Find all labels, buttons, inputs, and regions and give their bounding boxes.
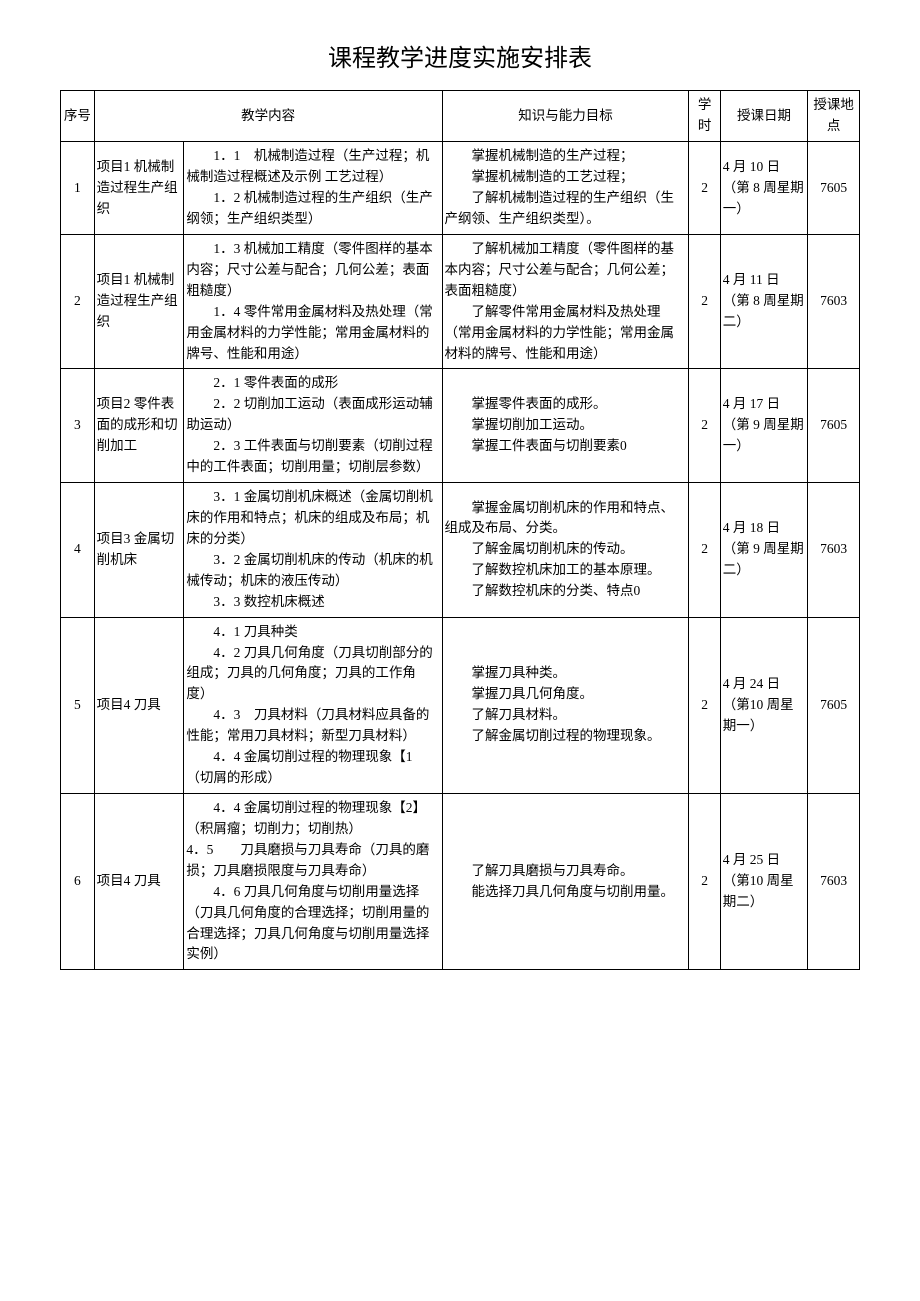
cell-project: 项目1 机械制造过程生产组织 xyxy=(94,234,184,369)
cell-date: 4 月 25 日（第10 周星期二） xyxy=(720,793,808,969)
cell-hours: 2 xyxy=(689,369,720,483)
cell-goal: 了解刀具磨损与刀具寿命。 能选择刀具几何角度与切削用量。 xyxy=(442,793,689,969)
cell-content: 4．4 金属切削过程的物理现象【2】（积屑瘤；切削力；切削热） 4．5 刀具磨损… xyxy=(184,793,442,969)
col-date: 授课日期 xyxy=(720,91,808,142)
cell-content: 2．1 零件表面的成形 2．2 切削加工运动（表面成形运动辅助运动） 2．3 工… xyxy=(184,369,442,483)
cell-goal: 掌握零件表面的成形。 掌握切削加工运动。 掌握工件表面与切削要素0 xyxy=(442,369,689,483)
cell-content: 4．1 刀具种类 4．2 刀具几何角度（刀具切削部分的组成；刀具的几何角度；刀具… xyxy=(184,617,442,793)
cell-project: 项目3 金属切削机床 xyxy=(94,483,184,618)
cell-location: 7605 xyxy=(808,369,860,483)
table-row: 1项目1 机械制造过程生产组织 1．1 机械制造过程（生产过程；机械制造过程概述… xyxy=(61,142,860,235)
table-row: 2项目1 机械制造过程生产组织 1．3 机械加工精度（零件图样的基本内容；尺寸公… xyxy=(61,234,860,369)
cell-project: 项目2 零件表面的成形和切削加工 xyxy=(94,369,184,483)
cell-goal: 掌握机械制造的生产过程； 掌握机械制造的工艺过程； 了解机械制造过程的生产组织（… xyxy=(442,142,689,235)
cell-location: 7605 xyxy=(808,617,860,793)
cell-date: 4 月 10 日（第 8 周星期一） xyxy=(720,142,808,235)
col-seq: 序号 xyxy=(61,91,95,142)
cell-hours: 2 xyxy=(689,617,720,793)
cell-project: 项目4 刀具 xyxy=(94,793,184,969)
cell-goal: 了解机械加工精度（零件图样的基本内容；尺寸公差与配合；几何公差；表面粗糙度） 了… xyxy=(442,234,689,369)
cell-location: 7603 xyxy=(808,793,860,969)
table-header-row: 序号 教学内容 知识与能力目标 学时 授课日期 授课地点 xyxy=(61,91,860,142)
page-title: 课程教学进度实施安排表 xyxy=(60,40,860,78)
table-row: 4项目3 金属切削机床 3．1 金属切削机床概述（金属切削机床的作用和特点；机床… xyxy=(61,483,860,618)
col-location: 授课地点 xyxy=(808,91,860,142)
table-row: 5项目4 刀具 4．1 刀具种类 4．2 刀具几何角度（刀具切削部分的组成；刀具… xyxy=(61,617,860,793)
cell-hours: 2 xyxy=(689,483,720,618)
cell-content: 1．1 机械制造过程（生产过程；机械制造过程概述及示例 工艺过程） 1．2 机械… xyxy=(184,142,442,235)
cell-date: 4 月 17 日（第 9 周星期一） xyxy=(720,369,808,483)
cell-project: 项目4 刀具 xyxy=(94,617,184,793)
cell-seq: 1 xyxy=(61,142,95,235)
cell-location: 7603 xyxy=(808,483,860,618)
cell-content: 1．3 机械加工精度（零件图样的基本内容；尺寸公差与配合；几何公差；表面粗糙度）… xyxy=(184,234,442,369)
cell-location: 7605 xyxy=(808,142,860,235)
col-goal: 知识与能力目标 xyxy=(442,91,689,142)
cell-date: 4 月 18 日（第 9 周星期二） xyxy=(720,483,808,618)
cell-seq: 2 xyxy=(61,234,95,369)
cell-hours: 2 xyxy=(689,234,720,369)
table-row: 3项目2 零件表面的成形和切削加工 2．1 零件表面的成形 2．2 切削加工运动… xyxy=(61,369,860,483)
col-hours: 学时 xyxy=(689,91,720,142)
schedule-table: 序号 教学内容 知识与能力目标 学时 授课日期 授课地点 1项目1 机械制造过程… xyxy=(60,90,860,970)
cell-hours: 2 xyxy=(689,142,720,235)
cell-seq: 4 xyxy=(61,483,95,618)
cell-seq: 3 xyxy=(61,369,95,483)
table-row: 6项目4 刀具 4．4 金属切削过程的物理现象【2】（积屑瘤；切削力；切削热） … xyxy=(61,793,860,969)
cell-goal: 掌握刀具种类。 掌握刀具几何角度。 了解刀具材料。 了解金属切削过程的物理现象。 xyxy=(442,617,689,793)
cell-location: 7603 xyxy=(808,234,860,369)
cell-seq: 6 xyxy=(61,793,95,969)
cell-date: 4 月 11 日（第 8 周星期二） xyxy=(720,234,808,369)
cell-content: 3．1 金属切削机床概述（金属切削机床的作用和特点；机床的组成及布局；机床的分类… xyxy=(184,483,442,618)
cell-seq: 5 xyxy=(61,617,95,793)
cell-project: 项目1 机械制造过程生产组织 xyxy=(94,142,184,235)
cell-hours: 2 xyxy=(689,793,720,969)
col-content: 教学内容 xyxy=(94,91,442,142)
cell-goal: 掌握金属切削机床的作用和特点、组成及布局、分类。 了解金属切削机床的传动。 了解… xyxy=(442,483,689,618)
cell-date: 4 月 24 日（第10 周星期一） xyxy=(720,617,808,793)
